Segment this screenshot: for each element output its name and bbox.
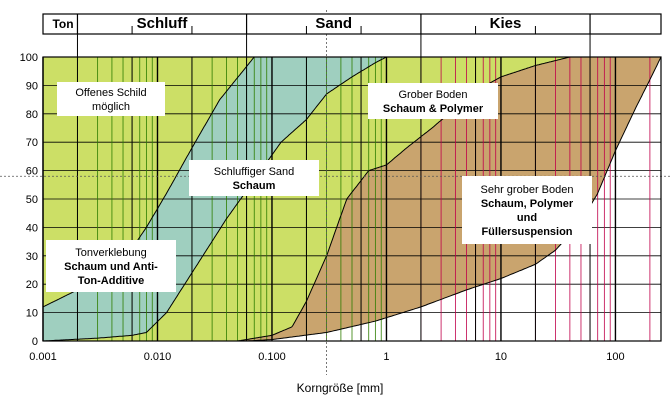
y-tick-label: 0 [32,336,38,348]
grading-curve-c [237,56,571,342]
y-tick-label: 100 [20,52,38,64]
grading-curve-b [42,56,387,342]
x-tick-label: 0.001 [29,351,57,363]
annotation-line: möglich [92,101,130,113]
annotation-line: Schaum [233,180,276,192]
soil-class-label: Kies [490,15,522,32]
annotation-box: Grober Boden Schaum & Polymer [368,83,498,119]
annotation-line: Schaum, Polymer [481,198,574,210]
annotation-line: Tonverklebung [75,247,147,259]
annotation-line: und [517,212,537,224]
x-tick-label: 100 [606,351,624,363]
y-tick-label: 20 [26,279,38,291]
annotation-box: Tonverklebung Schaum und Anti- Ton-Additiv… [46,240,176,292]
soil-class-header: Ton Schluff Sand Kies [42,13,662,57]
y-tick-label: 70 [26,137,38,149]
annotation-box: Sehr grober Boden Schaum, Polymer und Fülle… [462,176,592,244]
region-r1 [43,57,661,307]
annotation-background [462,176,592,244]
y-tick-label: 10 [26,308,38,320]
plot-frame [42,56,662,342]
annotation-line: Sehr grober Boden [481,184,574,196]
annotation-background [189,160,319,196]
annotation-line: Füllersuspension [481,226,572,238]
x-tick-label: 1 [383,351,389,363]
y-tick-label: 60 [26,166,38,178]
x-tick-label: 0.100 [258,351,286,363]
annotation-background [368,83,498,119]
annotation-background [57,82,165,116]
annotation-box: Schluffiger Sand Schaum [189,160,319,196]
annotation-line: Schaum und Anti- [64,261,158,273]
header-band [42,13,662,35]
soil-class-label: Schluff [137,15,189,32]
x-axis-label: Korngröße [mm] [297,381,384,395]
y-tick-label: 40 [26,222,38,234]
annotation-line: Ton-Additive [78,275,144,287]
annotation-line: Offenes Schild [75,87,146,99]
annotation-background [46,240,176,292]
annotation-line: Grober Boden [398,89,467,101]
axes: 0 10 20 30 40 50 60 70 80 90 100 0.001 0.010 0.100 1 10… [20,52,662,363]
annotation-box: Offenes Schild möglich [57,82,165,116]
x-tick-label: 0.010 [144,351,172,363]
annotation-line: Schluffiger Sand [214,166,295,178]
region-r3 [43,57,661,341]
x-tick-label: 10 [495,351,507,363]
y-tick-label: 80 [26,109,38,121]
y-tick-label: 30 [26,251,38,263]
y-tick-label: 90 [26,80,38,92]
soil-class-label: Ton [52,17,73,31]
annotation-line: Schaum & Polymer [383,103,484,115]
soil-class-label: Sand [315,15,352,32]
y-tick-label: 50 [26,194,38,206]
